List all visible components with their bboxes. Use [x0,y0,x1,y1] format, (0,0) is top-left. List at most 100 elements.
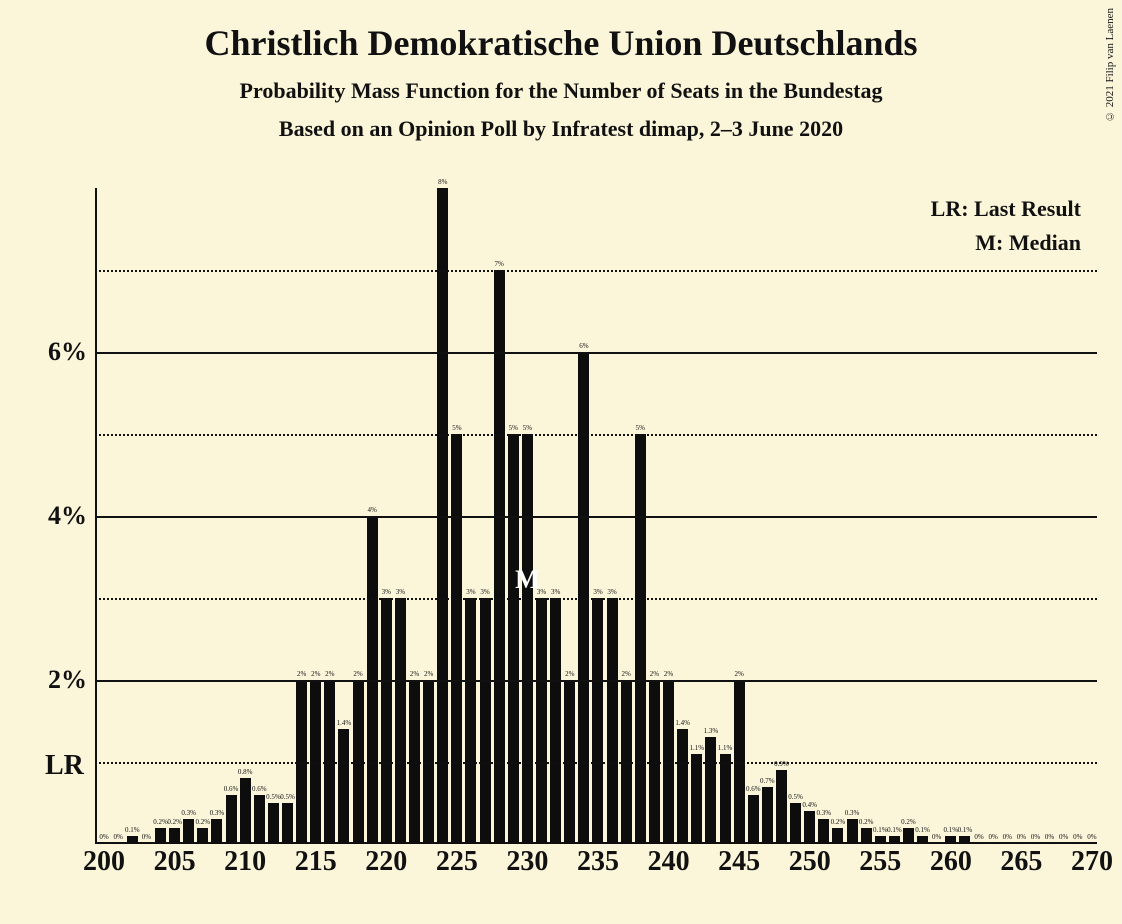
bar-label: 0% [932,833,941,841]
bar: 0% [113,843,124,844]
page-subtitle2: Based on an Opinion Poll by Infratest di… [0,116,1122,142]
bar-label: 5% [452,424,461,432]
bar: 0.3% [211,819,222,844]
bar: 0.2% [903,828,914,844]
bar-label: 0.5% [266,793,281,801]
x-tick-label: 255 [859,846,901,878]
bar-label: 0.1% [958,826,973,834]
x-tick-label: 245 [718,846,760,878]
bar-label: 0.7% [760,777,775,785]
bar-label: 1.4% [337,719,352,727]
bar: 7% [494,270,505,844]
copyright-label: © 2021 Filip van Laenen [1104,8,1116,122]
bar-label: 2% [297,670,306,678]
bar-label: 0% [1003,833,1012,841]
bar: 0% [1030,843,1041,844]
bar-label: 2% [325,670,334,678]
bar-label: 0.4% [802,801,817,809]
bar: 5% [635,434,646,844]
bar-label: 6% [579,342,588,350]
bar-label: 0% [1031,833,1040,841]
x-tick-label: 270 [1071,846,1113,878]
bar: 3% [465,598,476,844]
bar-label: 8% [438,178,447,186]
bar: 0% [1072,843,1083,844]
bar: 0.1% [959,836,970,844]
bar: 0.9% [776,770,787,844]
bar: 0% [931,843,942,844]
bar: 0.3% [847,819,858,844]
bar: 0% [974,843,985,844]
bar: 3% [592,598,603,844]
bar-label: 0.2% [831,818,846,826]
y-axis-label: 6% [48,337,87,367]
bar: 0.4% [804,811,815,844]
bar: 0% [1016,843,1027,844]
x-tick-label: 205 [154,846,196,878]
bar-label: 3% [551,588,560,596]
bar-label: 5% [523,424,532,432]
x-tick-label: 230 [506,846,548,878]
bar: 1.4% [677,729,688,844]
bar-label: 0.1% [125,826,140,834]
bar-label: 2% [664,670,673,678]
gridline-minor [95,598,1097,600]
bar: 0.3% [183,819,194,844]
bar-label: 0.1% [915,826,930,834]
x-tick-label: 240 [648,846,690,878]
bar-label: 0.6% [252,785,267,793]
bar: 3% [381,598,392,844]
bar-label: 0.3% [210,809,225,817]
bar-label: 0.2% [859,818,874,826]
bar-label: 0.2% [167,818,182,826]
bar: 0.6% [748,795,759,844]
bar-label: 3% [593,588,602,596]
bar: 3% [550,598,561,844]
bar: 0.2% [155,828,166,844]
bar: 0.1% [945,836,956,844]
bar: 5% [522,434,533,844]
bar-label: 0.1% [887,826,902,834]
bar: 0% [1058,843,1069,844]
bar-label: 0.1% [873,826,888,834]
bar-label: 0% [1073,833,1082,841]
bar-label: 0.3% [817,809,832,817]
bar-label: 2% [622,670,631,678]
bar-label: 0.5% [788,793,803,801]
bar: 0% [141,843,152,844]
gridline-major [95,516,1097,518]
bar: 0% [1086,843,1097,844]
bar-label: 0.3% [181,809,196,817]
gridline-minor [95,434,1097,436]
bar-label: 0% [1087,833,1096,841]
bar: 0.2% [169,828,180,844]
bar-label: 5% [509,424,518,432]
bar-label: 0.6% [224,785,239,793]
y-axis-label: 2% [48,665,87,695]
bar: 0.5% [282,803,293,844]
bar: 1.1% [691,754,702,844]
bar: 0% [99,843,110,844]
x-tick-label: 235 [577,846,619,878]
gridline-minor [95,762,1097,764]
bar-label: 2% [650,670,659,678]
bar-label: 0.5% [280,793,295,801]
y-axis-label: 4% [48,501,87,531]
bar: 1.1% [720,754,731,844]
bar: 0.5% [790,803,801,844]
bar-label: 0.2% [196,818,211,826]
bar-label: 1.1% [718,744,733,752]
bar-label: 2% [565,670,574,678]
bar-label: 0% [988,833,997,841]
bar-label: 3% [382,588,391,596]
gridline-major [95,352,1097,354]
bar: 0.3% [818,819,829,844]
bar: 0.7% [762,787,773,844]
bar-label: 2% [734,670,743,678]
lr-marker: LR [45,750,84,782]
bar-label: 0% [99,833,108,841]
bar-label: 2% [424,670,433,678]
bar: 0.2% [832,828,843,844]
bar: 1.4% [338,729,349,844]
bar: 0.2% [861,828,872,844]
